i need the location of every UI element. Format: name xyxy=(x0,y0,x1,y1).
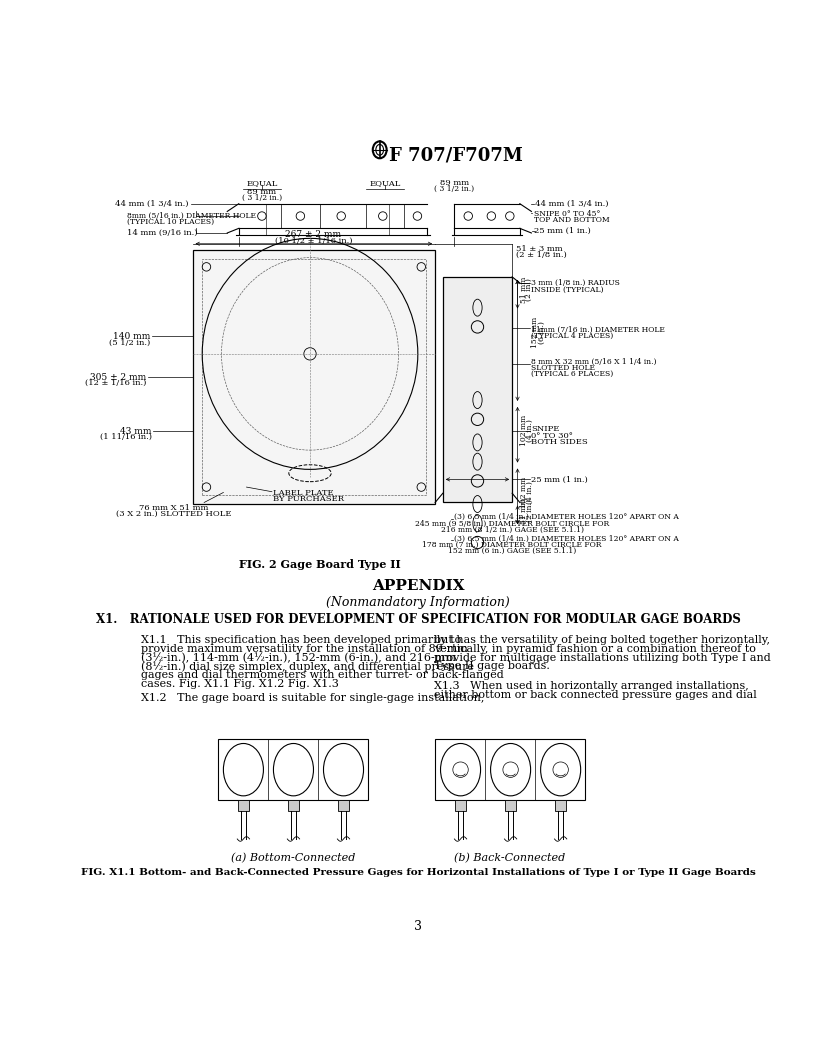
Text: 25 mm (1 in.): 25 mm (1 in.) xyxy=(534,227,591,234)
Text: 245 mm (9 5/8 in.) DIAMETER BOLT CIRCLE FOR: 245 mm (9 5/8 in.) DIAMETER BOLT CIRCLE … xyxy=(415,520,610,527)
Text: 305 ± 2 mm: 305 ± 2 mm xyxy=(90,373,146,382)
Text: (a) Bottom-Connected: (a) Bottom-Connected xyxy=(230,853,355,863)
Bar xyxy=(193,250,435,504)
Text: 178 mm (7 in.) DIAMETER BOLT CIRCLE FOR: 178 mm (7 in.) DIAMETER BOLT CIRCLE FOR xyxy=(423,541,602,549)
Text: (3½-in.), 114-mm (4½-in.), 152-mm (6-in.), and 216-mm: (3½-in.), 114-mm (4½-in.), 152-mm (6-in.… xyxy=(141,653,456,663)
Text: cases. Fig. X1.1 Fig. X1.2 Fig. X1.3: cases. Fig. X1.1 Fig. X1.2 Fig. X1.3 xyxy=(141,679,339,690)
Text: 102 mm: 102 mm xyxy=(520,415,528,447)
Text: (TYPICAL 4 PLACES): (TYPICAL 4 PLACES) xyxy=(531,332,614,340)
Text: 267 ± 2 mm: 267 ± 2 mm xyxy=(286,230,342,239)
Text: INSIDE (TYPICAL): INSIDE (TYPICAL) xyxy=(531,285,604,294)
Text: X1.1   This specification has been developed primarily to: X1.1 This specification has been develop… xyxy=(141,635,461,645)
Text: X1.3   When used in horizontally arranged installations,: X1.3 When used in horizontally arranged … xyxy=(433,681,748,691)
Text: FIG. X1.1 Bottom- and Back-Connected Pressure Gages for Horizontal Installations: FIG. X1.1 Bottom- and Back-Connected Pre… xyxy=(81,868,756,878)
Text: (12 ± 1/16 in.): (12 ± 1/16 in.) xyxy=(85,379,146,388)
Text: APPENDIX: APPENDIX xyxy=(372,580,464,593)
Text: (2 ± 1/8 in.): (2 ± 1/8 in.) xyxy=(516,250,567,259)
Text: (10 1/2 ± 1/16 in.): (10 1/2 ± 1/16 in.) xyxy=(275,237,353,245)
Text: BY PURCHASER: BY PURCHASER xyxy=(273,495,344,503)
Text: (1 11/16 in.): (1 11/16 in.) xyxy=(100,433,152,441)
Text: EQUAL: EQUAL xyxy=(370,180,401,187)
Text: but has the versatility of being bolted together horizontally,: but has the versatility of being bolted … xyxy=(433,635,769,645)
Bar xyxy=(238,800,249,811)
Text: 89 mm: 89 mm xyxy=(247,188,277,196)
Text: 3 mm (1/8 in.) RADIUS: 3 mm (1/8 in.) RADIUS xyxy=(531,279,620,287)
Bar xyxy=(443,277,512,503)
Text: 8 mm X 32 mm (5/16 X 1 1/4 in.): 8 mm X 32 mm (5/16 X 1 1/4 in.) xyxy=(531,358,657,365)
Text: (6 in.): (6 in.) xyxy=(538,321,546,344)
Ellipse shape xyxy=(541,743,581,796)
Text: 51 mm: 51 mm xyxy=(520,277,528,303)
Bar xyxy=(218,739,368,800)
Bar xyxy=(555,800,566,811)
Text: Type II gage boards.: Type II gage boards. xyxy=(433,661,549,672)
Bar xyxy=(202,259,426,495)
Text: 152 mm: 152 mm xyxy=(531,317,539,347)
Ellipse shape xyxy=(323,743,364,796)
Text: ( 3 1/2 in.): ( 3 1/2 in.) xyxy=(434,185,474,192)
Text: (TYPICAL 10 PLACES): (TYPICAL 10 PLACES) xyxy=(127,218,215,226)
Ellipse shape xyxy=(490,743,530,796)
Text: (Nonmandatory Information): (Nonmandatory Information) xyxy=(326,597,510,609)
Ellipse shape xyxy=(224,743,264,796)
Text: (4 in.): (4 in.) xyxy=(526,419,534,442)
Text: 216 mm (8 1/2 in.) GAGE (SEE 5.1.1): 216 mm (8 1/2 in.) GAGE (SEE 5.1.1) xyxy=(441,526,583,533)
Bar xyxy=(505,800,516,811)
Text: SNIPE 0° TO 45°: SNIPE 0° TO 45° xyxy=(534,210,600,218)
Text: 3: 3 xyxy=(415,920,422,932)
Text: 89 mm: 89 mm xyxy=(440,180,469,187)
Bar xyxy=(455,800,466,811)
Text: 11mm (7/16 in.) DIAMETER HOLE: 11mm (7/16 in.) DIAMETER HOLE xyxy=(531,325,665,334)
Text: ( 3 1/2 in.): ( 3 1/2 in.) xyxy=(242,193,282,202)
Text: 14 mm (9/16 in.): 14 mm (9/16 in.) xyxy=(127,228,197,237)
Text: gages and dial thermometers with either turret- or back-flanged: gages and dial thermometers with either … xyxy=(141,671,503,680)
Text: LABEL PLATE: LABEL PLATE xyxy=(273,489,334,496)
Text: 25 mm (1 in.): 25 mm (1 in.) xyxy=(531,475,588,484)
Text: SNIPE: SNIPE xyxy=(531,426,560,433)
Text: 152 mm (6 in.) GAGE (SEE 5.1.1): 152 mm (6 in.) GAGE (SEE 5.1.1) xyxy=(448,547,576,555)
Ellipse shape xyxy=(273,743,313,796)
Ellipse shape xyxy=(441,743,481,796)
Text: (TYPICAL 6 PLACES): (TYPICAL 6 PLACES) xyxy=(531,370,614,378)
Text: (3) 6.5 mm (1/4 in.) DIAMETER HOLES 120° APART ON A: (3) 6.5 mm (1/4 in.) DIAMETER HOLES 120°… xyxy=(455,513,679,522)
Text: 0° TO 30°: 0° TO 30° xyxy=(531,432,574,439)
Text: (2 in.): (2 in.) xyxy=(526,279,533,301)
Text: 44 mm (1 3/4 in.): 44 mm (1 3/4 in.) xyxy=(535,200,609,208)
Text: (8½-in.) dial size simplex, duplex, and differential pressure: (8½-in.) dial size simplex, duplex, and … xyxy=(141,661,474,673)
Text: provide for multigage installations utilizing both Type I and: provide for multigage installations util… xyxy=(433,653,770,662)
Bar xyxy=(435,739,585,800)
Text: X1.2   The gage board is suitable for single-gage installation,: X1.2 The gage board is suitable for sing… xyxy=(141,693,485,702)
Bar xyxy=(338,800,349,811)
Text: 76 mm X 51 mm: 76 mm X 51 mm xyxy=(139,504,208,512)
Text: 44 mm (1 3/4 in.): 44 mm (1 3/4 in.) xyxy=(115,200,188,208)
Text: 8mm (5/16 in.) DIAMETER HOLE: 8mm (5/16 in.) DIAMETER HOLE xyxy=(127,211,256,220)
Text: 102 mm: 102 mm xyxy=(520,477,528,508)
Bar xyxy=(288,800,299,811)
Text: vertically, in pyramid fashion or a combination thereof to: vertically, in pyramid fashion or a comb… xyxy=(433,644,756,654)
Text: TOP AND BOTTOM: TOP AND BOTTOM xyxy=(534,216,610,224)
Text: (4 in.): (4 in.) xyxy=(526,482,534,504)
Text: 140 mm: 140 mm xyxy=(113,333,150,341)
Text: BOTH SIDES: BOTH SIDES xyxy=(531,438,588,446)
Text: 51 mm: 51 mm xyxy=(520,497,528,524)
Text: provide maximum versatility for the installation of 89-mm: provide maximum versatility for the inst… xyxy=(141,644,468,654)
Text: either bottom or back connected pressure gages and dial: either bottom or back connected pressure… xyxy=(433,690,756,700)
Text: 43 mm: 43 mm xyxy=(120,427,152,436)
Text: (3) 6.5 mm (1/4 in.) DIAMETER HOLES 120° APART ON A: (3) 6.5 mm (1/4 in.) DIAMETER HOLES 120°… xyxy=(455,534,679,543)
Text: (b) Back-Connected: (b) Back-Connected xyxy=(455,853,565,863)
Text: (2 in.): (2 in.) xyxy=(526,499,534,523)
Text: X1.   RATIONALE USED FOR DEVELOPMENT OF SPECIFICATION FOR MODULAR GAGE BOARDS: X1. RATIONALE USED FOR DEVELOPMENT OF SP… xyxy=(95,614,741,626)
Text: (5 1/2 in.): (5 1/2 in.) xyxy=(109,339,150,346)
Text: F 707/F707M: F 707/F707M xyxy=(389,147,523,165)
Text: SLOTTED HOLE: SLOTTED HOLE xyxy=(531,364,596,372)
Text: (3 X 2 in.) SLOTTED HOLE: (3 X 2 in.) SLOTTED HOLE xyxy=(116,510,231,518)
Text: 51 ± 3 mm: 51 ± 3 mm xyxy=(516,245,562,252)
Text: EQUAL: EQUAL xyxy=(246,180,277,187)
Text: FIG. 2 Gage Board Type II: FIG. 2 Gage Board Type II xyxy=(239,560,401,570)
